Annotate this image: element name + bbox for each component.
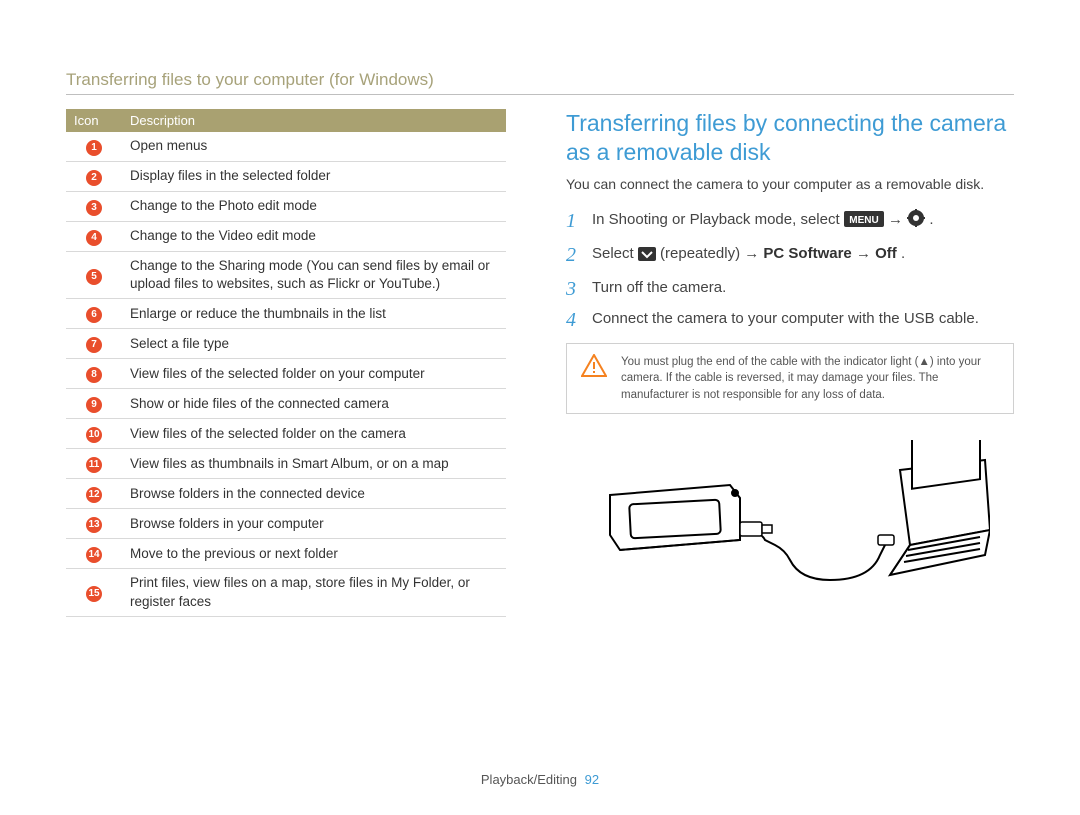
section-intro: You can connect the camera to your compu… (566, 175, 1014, 194)
row-desc: View files of the selected folder on the… (122, 419, 506, 449)
table-row: 4 Change to the Video edit mode (66, 222, 506, 252)
num-badge-icon: 11 (86, 457, 102, 473)
warning-text: You must plug the end of the cable with … (621, 354, 999, 402)
content-columns: Icon Description 1 Open menus 2 Display fi… (66, 109, 1014, 617)
table-row: 5 Change to the Sharing mode (You can sen… (66, 252, 506, 299)
num-badge-icon: 7 (86, 337, 102, 353)
step-2: Select (repeatedly) → PC Software → Off … (566, 243, 1014, 268)
svg-text:MENU: MENU (849, 215, 878, 226)
num-badge-icon: 1 (86, 140, 102, 156)
page: Transferring files to your computer (for… (0, 0, 1080, 815)
num-badge-icon: 15 (86, 586, 102, 602)
step-4: Connect the camera to your computer with… (566, 308, 1014, 330)
num-badge-icon: 6 (86, 307, 102, 323)
num-badge-icon: 4 (86, 230, 102, 246)
row-desc: Change to the Photo edit mode (122, 192, 506, 222)
step-end: . (929, 211, 933, 228)
icon-description-table: Icon Description 1 Open menus 2 Display fi… (66, 109, 506, 617)
menu-icon: MENU (844, 211, 884, 234)
row-desc: Move to the previous or next folder (122, 539, 506, 569)
table-row: 13 Browse folders in your computer (66, 509, 506, 539)
page-header: Transferring files to your computer (for… (66, 70, 1014, 95)
step-text: Connect the camera to your computer with… (592, 310, 979, 327)
step-text: → (856, 245, 875, 262)
table-row: 2 Display files in the selected folder (66, 162, 506, 192)
chevron-down-icon (638, 246, 656, 268)
table-row: 7 Select a file type (66, 329, 506, 359)
row-desc: Change to the Video edit mode (122, 222, 506, 252)
row-desc: Print files, view files on a map, store … (122, 569, 506, 616)
num-badge-icon: 2 (86, 170, 102, 186)
row-desc: View files as thumbnails in Smart Album,… (122, 449, 506, 479)
row-desc: Enlarge or reduce the thumbnails in the … (122, 299, 506, 329)
step-3: Turn off the camera. (566, 277, 1014, 299)
row-desc: Open menus (122, 132, 506, 162)
num-badge-icon: 13 (86, 517, 102, 533)
num-badge-icon: 5 (86, 269, 102, 285)
footer-section: Playback/Editing (481, 772, 577, 787)
table-row: 14 Move to the previous or next folder (66, 539, 506, 569)
table-body: 1 Open menus 2 Display files in the select… (66, 132, 506, 616)
row-desc: View files of the selected folder on you… (122, 359, 506, 389)
table-row: 1 Open menus (66, 132, 506, 162)
step-1: In Shooting or Playback mode, select MEN… (566, 209, 1014, 234)
row-desc: Select a file type (122, 329, 506, 359)
row-desc: Show or hide files of the connected came… (122, 389, 506, 419)
row-desc: Browse folders in your computer (122, 509, 506, 539)
arrow: → (888, 211, 907, 228)
row-desc: Browse folders in the connected device (122, 479, 506, 509)
num-badge-icon: 14 (86, 547, 102, 563)
table-row: 12 Browse folders in the connected device (66, 479, 506, 509)
step-text: In Shooting or Playback mode, select (592, 211, 844, 228)
step-bold: Off (875, 245, 897, 262)
table-row: 11 View files as thumbnails in Smart Albu… (66, 449, 506, 479)
step-text: Turn off the camera. (592, 279, 726, 296)
table-row: 10 View files of the selected folder on t… (66, 419, 506, 449)
steps-list: In Shooting or Playback mode, select MEN… (566, 209, 1014, 329)
table-row: 6 Enlarge or reduce the thumbnails in the… (66, 299, 506, 329)
step-text: (repeatedly) → (660, 245, 763, 262)
page-number: 92 (585, 772, 599, 787)
row-desc: Display files in the selected folder (122, 162, 506, 192)
left-column: Icon Description 1 Open menus 2 Display fi… (66, 109, 506, 617)
section-title: Transferring files by connecting the cam… (566, 109, 1014, 167)
num-badge-icon: 12 (86, 487, 102, 503)
num-badge-icon: 9 (86, 397, 102, 413)
table-row: 3 Change to the Photo edit mode (66, 192, 506, 222)
num-badge-icon: 10 (86, 427, 102, 443)
row-desc: Change to the Sharing mode (You can send… (122, 252, 506, 299)
table-row: 8 View files of the selected folder on yo… (66, 359, 506, 389)
step-end: . (901, 245, 905, 262)
step-bold: PC Software (763, 245, 851, 262)
warning-box: You must plug the end of the cable with … (566, 343, 1014, 413)
num-badge-icon: 8 (86, 367, 102, 383)
connection-illustration (566, 434, 1014, 590)
step-text: Select (592, 245, 638, 262)
num-badge-icon: 3 (86, 200, 102, 216)
right-column: Transferring files by connecting the cam… (566, 109, 1014, 617)
warning-icon (581, 354, 607, 402)
page-footer: Playback/Editing 92 (0, 772, 1080, 787)
table-head-icon: Icon (66, 109, 122, 132)
table-head-description: Description (122, 109, 506, 132)
gear-icon (907, 209, 925, 234)
table-row: 15 Print files, view files on a map, stor… (66, 569, 506, 616)
table-row: 9 Show or hide files of the connected cam… (66, 389, 506, 419)
